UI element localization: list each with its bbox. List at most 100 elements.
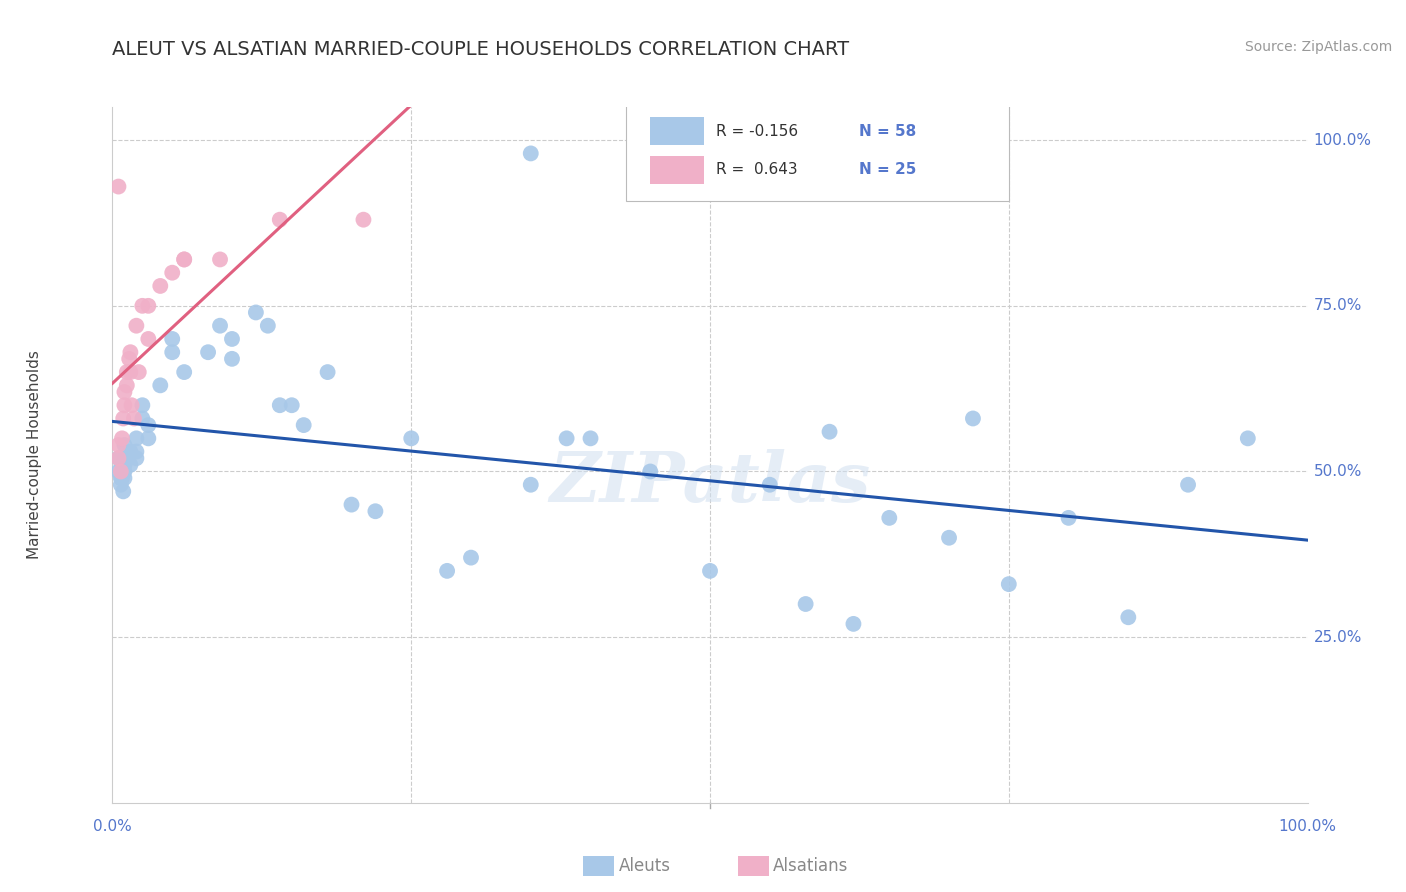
Text: ZIPatlas: ZIPatlas xyxy=(550,449,870,516)
Point xyxy=(120,444,142,458)
Text: R =  0.643: R = 0.643 xyxy=(716,162,797,178)
Point xyxy=(107,465,129,479)
Point xyxy=(173,252,195,267)
Text: Alsatians: Alsatians xyxy=(773,857,849,875)
Point xyxy=(436,564,458,578)
Point xyxy=(162,345,183,359)
Text: ALEUT VS ALSATIAN MARRIED-COUPLE HOUSEHOLDS CORRELATION CHART: ALEUT VS ALSATIAN MARRIED-COUPLE HOUSEHO… xyxy=(112,40,849,59)
Point xyxy=(114,398,135,412)
Point xyxy=(1177,477,1199,491)
Point xyxy=(120,365,142,379)
Point xyxy=(114,465,135,479)
Point xyxy=(114,471,135,485)
Point xyxy=(962,411,984,425)
Point xyxy=(998,577,1021,591)
Point xyxy=(114,458,135,472)
Text: 75.0%: 75.0% xyxy=(1313,298,1362,313)
Point xyxy=(460,550,482,565)
Point xyxy=(1057,511,1080,525)
Text: N = 25: N = 25 xyxy=(859,162,917,178)
Text: 100.0%: 100.0% xyxy=(1278,820,1337,834)
Bar xyxy=(650,118,704,145)
Point xyxy=(316,365,339,379)
Point xyxy=(699,564,721,578)
Point xyxy=(110,465,132,479)
Point xyxy=(111,465,134,479)
Point xyxy=(110,471,132,485)
Point xyxy=(221,351,243,366)
Point xyxy=(245,305,267,319)
Point xyxy=(759,477,782,491)
Point xyxy=(1116,610,1139,624)
Point xyxy=(555,431,578,445)
Point xyxy=(112,411,135,425)
Point xyxy=(120,345,142,359)
Point xyxy=(107,451,129,466)
Point xyxy=(131,398,153,412)
Point xyxy=(128,365,150,379)
Point xyxy=(520,146,543,161)
Text: 25.0%: 25.0% xyxy=(1313,630,1362,645)
Point xyxy=(115,365,138,379)
Point xyxy=(162,332,183,346)
Point xyxy=(221,332,243,346)
Point xyxy=(281,398,304,412)
Point xyxy=(340,498,363,512)
Text: Aleuts: Aleuts xyxy=(619,857,671,875)
Point xyxy=(257,318,280,333)
Point xyxy=(114,438,135,452)
Point xyxy=(125,318,148,333)
Point xyxy=(111,471,134,485)
Point xyxy=(131,299,153,313)
Point xyxy=(208,318,231,333)
Point xyxy=(1237,431,1260,445)
Point xyxy=(401,431,423,445)
Point xyxy=(579,431,602,445)
Point xyxy=(352,212,374,227)
Point xyxy=(138,418,160,433)
Point xyxy=(138,299,160,313)
Text: Married-couple Households: Married-couple Households xyxy=(27,351,42,559)
Point xyxy=(114,451,135,466)
Point xyxy=(125,431,148,445)
Point xyxy=(173,252,195,267)
Point xyxy=(364,504,387,518)
Point xyxy=(110,477,132,491)
Point xyxy=(122,411,145,425)
Point xyxy=(149,378,172,392)
Text: R = -0.156: R = -0.156 xyxy=(716,124,799,139)
Point xyxy=(115,378,138,392)
Point xyxy=(149,279,172,293)
Point xyxy=(269,398,291,412)
Point xyxy=(107,438,129,452)
Point xyxy=(107,451,129,466)
Text: N = 58: N = 58 xyxy=(859,124,917,139)
Point xyxy=(125,451,148,466)
Point xyxy=(938,531,960,545)
Point xyxy=(125,444,148,458)
Text: 100.0%: 100.0% xyxy=(1313,133,1372,148)
Point xyxy=(111,458,134,472)
Point xyxy=(208,252,231,267)
Point xyxy=(638,465,662,479)
Text: Source: ZipAtlas.com: Source: ZipAtlas.com xyxy=(1244,40,1392,54)
Point xyxy=(794,597,817,611)
Point xyxy=(112,484,135,499)
Point xyxy=(292,418,315,433)
Point xyxy=(111,431,134,445)
Point xyxy=(107,179,129,194)
Point xyxy=(197,345,219,359)
Point xyxy=(877,511,900,525)
Point xyxy=(120,458,142,472)
Bar xyxy=(650,156,704,184)
Point xyxy=(818,425,841,439)
Point xyxy=(114,384,135,399)
Point xyxy=(131,411,153,425)
Text: 50.0%: 50.0% xyxy=(1313,464,1362,479)
Text: 0.0%: 0.0% xyxy=(93,820,132,834)
Point xyxy=(842,616,865,631)
Point xyxy=(520,477,543,491)
Point xyxy=(173,365,195,379)
Point xyxy=(118,351,141,366)
Point xyxy=(269,212,291,227)
